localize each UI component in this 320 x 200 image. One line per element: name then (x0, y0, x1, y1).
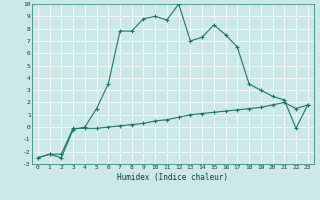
X-axis label: Humidex (Indice chaleur): Humidex (Indice chaleur) (117, 173, 228, 182)
